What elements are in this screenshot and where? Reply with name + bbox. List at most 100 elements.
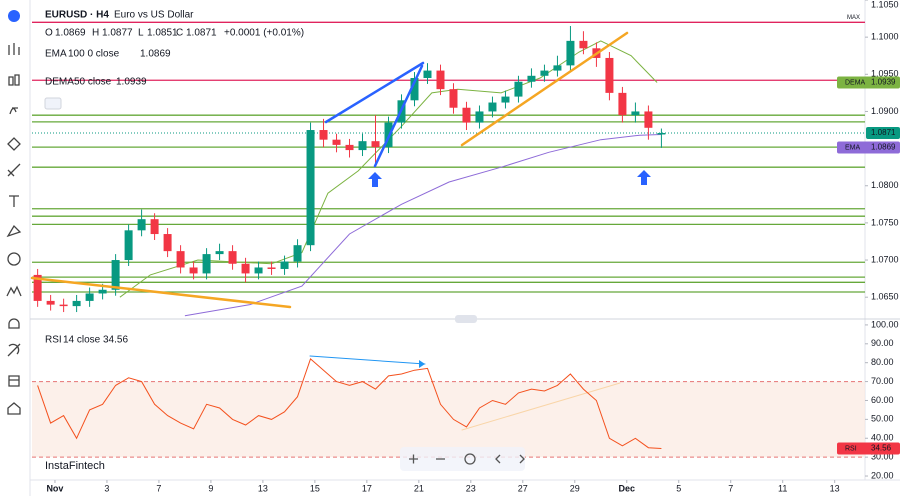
tool-text[interactable]	[9, 195, 19, 207]
candle-body	[501, 96, 510, 103]
tool-home[interactable]	[7, 402, 21, 415]
legend: EURUSD · H4 Euro vs US Dollar O 1.0869 H…	[44, 10, 304, 472]
symbol: EURUSD · H4	[45, 10, 109, 21]
x-tick-label: Nov	[46, 483, 63, 493]
candle-body	[358, 141, 367, 151]
tool-hide[interactable]	[7, 343, 21, 357]
ohlc-value: 1.0877	[102, 28, 133, 39]
tool-fib[interactable]	[7, 163, 21, 177]
y-tick-label: 1.0900	[871, 106, 899, 116]
candle-body	[189, 267, 198, 274]
candle-body	[85, 293, 94, 301]
tool-magnet[interactable]	[8, 318, 20, 329]
trend-line[interactable]	[30, 276, 292, 309]
levels: MAX	[32, 15, 865, 293]
candle-body	[462, 107, 471, 123]
candle-body	[449, 89, 458, 108]
candle-body	[579, 40, 588, 49]
y-tick-label: 1.0800	[871, 180, 899, 190]
ohlc-value: 1.0851	[147, 28, 178, 39]
x-tick-label: 7	[728, 483, 733, 493]
ohlc-label: O	[45, 28, 53, 39]
rsi-y-tick-label: 90.00	[871, 338, 894, 348]
collapse-button[interactable]	[44, 97, 62, 110]
trend-line[interactable]	[373, 64, 424, 168]
tool-pattern[interactable]	[6, 285, 22, 297]
candle-body	[254, 267, 263, 274]
candle-body	[553, 65, 562, 71]
trend-line[interactable]	[460, 31, 629, 147]
controls-bg	[400, 447, 525, 471]
candle-body	[163, 234, 172, 252]
x-tick-label: 7	[156, 483, 161, 493]
candle-body	[631, 111, 640, 116]
reset[interactable]	[464, 453, 476, 465]
ohlc-label: H	[92, 28, 99, 39]
candle-body	[280, 261, 289, 269]
level-label: MAX	[847, 15, 860, 21]
tool-lock[interactable]	[8, 375, 20, 387]
x-tick-label: 3	[104, 483, 109, 493]
scroll-left[interactable]	[495, 454, 501, 464]
trend-line[interactable]	[324, 61, 425, 124]
rsi-y-tick-label: 80.00	[871, 357, 894, 367]
candle-body	[59, 304, 68, 307]
x-tick-label: 13	[258, 483, 268, 493]
arrow-head	[419, 360, 425, 368]
candle-body	[137, 219, 146, 231]
tool-brush[interactable]	[6, 224, 22, 238]
ohlc-value: 1.0871	[186, 28, 217, 39]
rsi-params: 14 close	[63, 335, 101, 346]
ema-tag-bg	[837, 141, 900, 154]
price-tag: 1.0871	[866, 126, 900, 139]
y-tick-label: 1.0950	[871, 69, 899, 79]
x-tick-label: 9	[208, 483, 213, 493]
candle-body	[436, 70, 445, 90]
rsi-y-tick-label: 60.00	[871, 395, 894, 405]
x-tick-label: 5	[676, 483, 681, 493]
axes: 1.1050 1.1000 1.0950 1.0900 1.0800 1.0750 1.07…	[46, 0, 900, 493]
indicator-value: 1.0939	[116, 77, 147, 88]
ema-tag: EMA 1.0869	[837, 141, 900, 154]
dema-tag-value: 1.0939	[871, 78, 896, 87]
rsi-y-tick-label: 30.00	[871, 452, 894, 462]
candle-body	[241, 263, 250, 274]
rsi-divergence[interactable]	[309, 355, 426, 365]
candle-body	[345, 144, 354, 151]
x-tick-label: Dec	[618, 483, 635, 493]
price-tag-value: 1.0871	[871, 128, 896, 137]
tool-bars[interactable]	[8, 74, 20, 86]
tool-lines[interactable]	[7, 137, 21, 151]
candle-body	[176, 251, 185, 268]
candle-body	[371, 141, 380, 148]
candle-body	[267, 267, 276, 269]
rsi-band-fill	[32, 381, 865, 458]
y-tick-label: 1.0750	[871, 217, 899, 227]
zoom-in[interactable]	[409, 454, 418, 464]
scroll-right[interactable]	[519, 454, 525, 464]
rsi-y-tick-label: 40.00	[871, 433, 894, 443]
indicator-name: EMA	[45, 49, 67, 60]
candle-body	[618, 92, 627, 116]
tool-indicators[interactable]	[9, 107, 18, 115]
indicator-line	[184, 134, 662, 317]
indicator-value: 1.0869	[140, 49, 171, 60]
candle-body	[657, 132, 666, 135]
rsi-y-tick-label: 50.00	[871, 414, 894, 424]
dema-tag-bg	[837, 76, 900, 89]
logo[interactable]	[8, 10, 20, 22]
x-tick-label: 13	[830, 483, 840, 493]
candle-body	[605, 57, 614, 93]
y-tick-label: 1.1050	[871, 0, 899, 9]
tool-emoji[interactable]	[7, 252, 21, 266]
ohlc-label: L	[138, 28, 144, 39]
rsi-name: RSI	[45, 335, 62, 346]
x-tick-label: 11	[778, 483, 787, 493]
ema-tag-name: EMA	[845, 144, 861, 151]
x-tick-label: 17	[362, 483, 372, 493]
pane-handle[interactable]	[455, 315, 477, 323]
candle-body	[527, 75, 536, 82]
candle-body	[644, 111, 653, 128]
tool-candles[interactable]	[8, 43, 20, 55]
